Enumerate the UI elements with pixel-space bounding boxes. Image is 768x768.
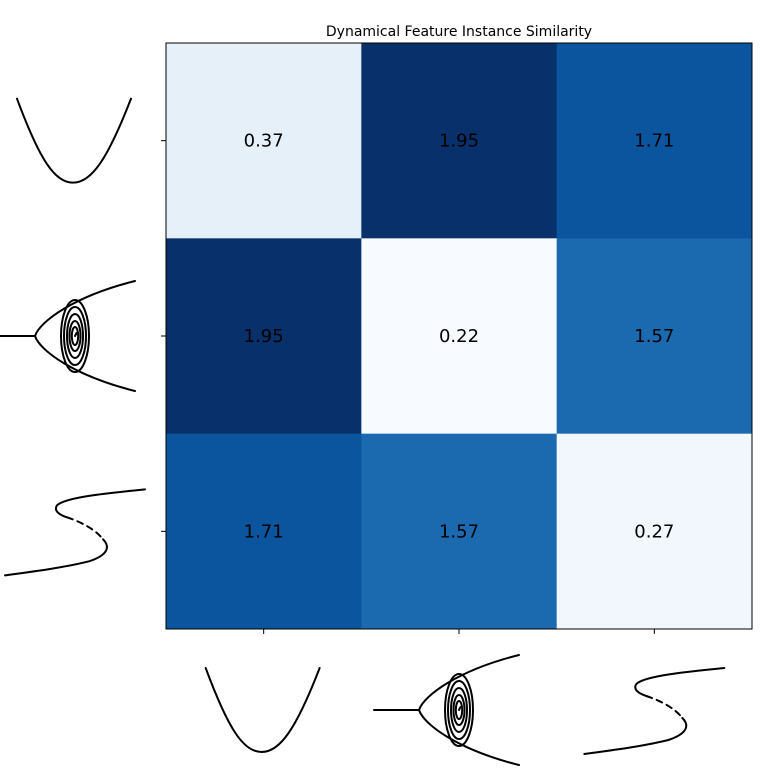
row-parabola-icon [16,97,132,184]
heatmap-cell [361,433,558,630]
heatmap-cell [556,43,753,239]
cell-value-label: 0.22 [439,326,479,347]
col-s-curve-hysteresis-icon [583,667,726,755]
heatmap-cell [166,238,362,435]
heatmap-cell [361,238,558,435]
row-s-curve-hysteresis-icon [4,488,146,577]
col-spiral-bifurcation-icon [373,654,520,766]
heatmap-cell [361,43,558,239]
row-spiral-bifurcation-icon [0,280,136,392]
cell-value-label: 1.71 [244,521,284,542]
cell-value-label: 0.37 [244,131,284,152]
col-parabola-icon [204,667,321,754]
heatmap-cell [556,238,753,435]
heatmap-cell [556,433,753,630]
cell-value-label: 1.57 [439,521,479,542]
axis-ticks [161,140,655,634]
heatmap-cell [166,433,362,630]
chart-title: Dynamical Feature Instance Similarity [326,24,592,40]
cell-value-label: 1.57 [634,326,674,347]
row-label-icons [0,97,146,577]
heatmap-cell [166,43,362,239]
heatmap-cells: 0.37 1.95 1.71 1.95 0.22 1.57 1.71 1.57 0.27 [166,43,753,630]
cell-value-label: 1.95 [244,326,284,347]
cell-value-label: 1.95 [439,131,479,152]
column-label-icons [204,654,726,766]
cell-value-label: 0.27 [634,521,674,542]
cell-value-label: 1.71 [634,131,674,152]
